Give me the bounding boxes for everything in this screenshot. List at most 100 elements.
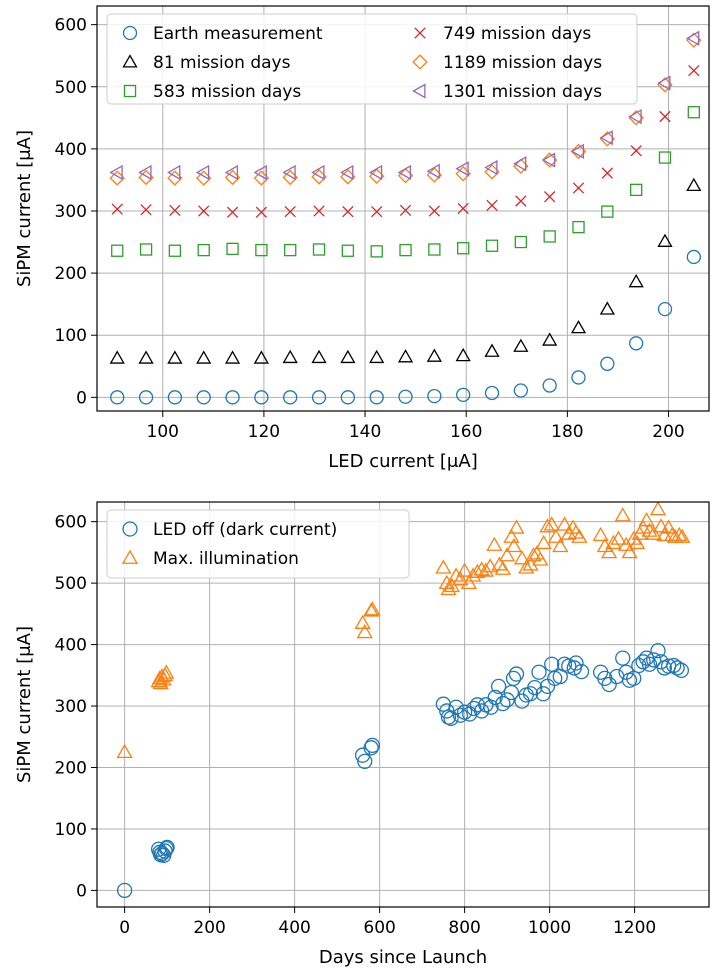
y-tick-label: 200: [55, 758, 87, 778]
data-point: [284, 205, 296, 218]
x-tick-label: 200: [652, 422, 684, 442]
data-point: [547, 528, 565, 543]
data-point: [515, 195, 527, 207]
data-point: [253, 350, 270, 364]
data-point: [621, 544, 638, 559]
legend-entry: Max. illumination: [121, 549, 299, 569]
series-749-mission-days: [111, 64, 700, 218]
data-point: [452, 571, 469, 586]
data-point: [485, 239, 499, 252]
data-point: [428, 243, 441, 256]
data-point: [312, 243, 326, 256]
data-point: [518, 559, 535, 574]
data-point: [477, 562, 494, 577]
data-point: [599, 130, 613, 146]
data-point: [109, 164, 123, 181]
legend-frame: [106, 13, 638, 105]
data-point: [600, 356, 615, 371]
legend-marker: [122, 54, 138, 68]
legend-entry: Earth measurement: [122, 24, 323, 44]
data-point: [567, 524, 585, 539]
data-point: [544, 191, 556, 203]
data-point: [427, 388, 442, 404]
data-point: [138, 390, 154, 405]
data-point: [455, 161, 469, 177]
data-point: [457, 202, 469, 215]
legend-frame: [106, 509, 410, 579]
y-tick-label: 500: [55, 78, 87, 98]
data-point: [532, 551, 549, 566]
data-point: [615, 650, 631, 666]
y-tick-label: 400: [55, 636, 87, 656]
data-point: [354, 614, 371, 629]
data-point: [571, 370, 586, 385]
data-point: [599, 301, 615, 315]
bottom-x-axis-label: Days since Launch: [319, 947, 487, 968]
x-tick-label: 600: [363, 918, 395, 938]
top-y-axis-label: SiPM current [μA]: [14, 130, 35, 287]
data-point: [342, 205, 354, 218]
data-point: [369, 349, 385, 364]
data-point: [638, 512, 655, 527]
data-point: [484, 159, 498, 176]
data-point: [641, 522, 658, 537]
legend-entry: 1189 mission days: [412, 53, 602, 73]
data-point: [110, 390, 125, 405]
data-point: [525, 547, 542, 562]
data-point: [341, 244, 355, 257]
data-point: [541, 152, 556, 168]
bottom-y-axis-label: SiPM current [μA]: [14, 626, 35, 783]
data-point: [397, 164, 412, 181]
data-point: [158, 840, 174, 857]
data-point: [513, 156, 527, 172]
data-point: [282, 349, 298, 364]
data-point: [572, 220, 585, 234]
data-point: [116, 743, 133, 759]
data-point: [253, 164, 267, 181]
data-point: [571, 528, 588, 543]
data-point: [452, 707, 469, 723]
data-point: [196, 350, 212, 364]
x-tick-label: 1000: [528, 918, 571, 938]
data-point: [495, 695, 511, 712]
data-point: [629, 336, 644, 351]
legend-entry: 81 mission days: [122, 53, 291, 73]
data-point: [111, 203, 123, 215]
data-point: [494, 560, 511, 575]
data-point: [226, 242, 239, 256]
data-point: [224, 164, 239, 181]
x-tick-label: 800: [448, 918, 480, 938]
data-point: [659, 110, 671, 123]
top-scatter-plot: 100 120 140 160 180 200 0 100 200 300 400 500 600 LE…: [14, 5, 710, 472]
data-point: [448, 699, 464, 715]
data-point: [426, 163, 440, 179]
data-point: [535, 534, 552, 550]
y-tick-label: 500: [55, 574, 87, 594]
data-point: [255, 243, 268, 257]
data-point: [673, 662, 690, 679]
data-point: [363, 740, 379, 756]
data-point: [568, 655, 584, 671]
legend-label: 583 mission days: [153, 82, 301, 102]
y-tick-label: 200: [55, 264, 87, 284]
legend-marker: [121, 549, 139, 564]
data-point: [503, 528, 520, 543]
data-point: [646, 652, 662, 668]
data-point: [483, 699, 499, 715]
series-max-illumination: [116, 501, 691, 759]
data-point: [284, 243, 297, 257]
data-point: [686, 30, 700, 46]
legend-entry: 583 mission days: [123, 82, 301, 102]
legend-label: LED off (dark current): [153, 520, 337, 540]
data-point: [610, 530, 627, 545]
data-point: [630, 145, 642, 157]
data-point: [198, 205, 210, 217]
data-point: [687, 106, 701, 119]
data-point: [224, 350, 241, 364]
bottom-legend: LED off (dark current) Max. illumination: [106, 509, 410, 579]
legend-marker: [122, 25, 138, 41]
data-point: [138, 350, 154, 364]
data-point: [645, 525, 662, 540]
data-point: [482, 558, 499, 573]
